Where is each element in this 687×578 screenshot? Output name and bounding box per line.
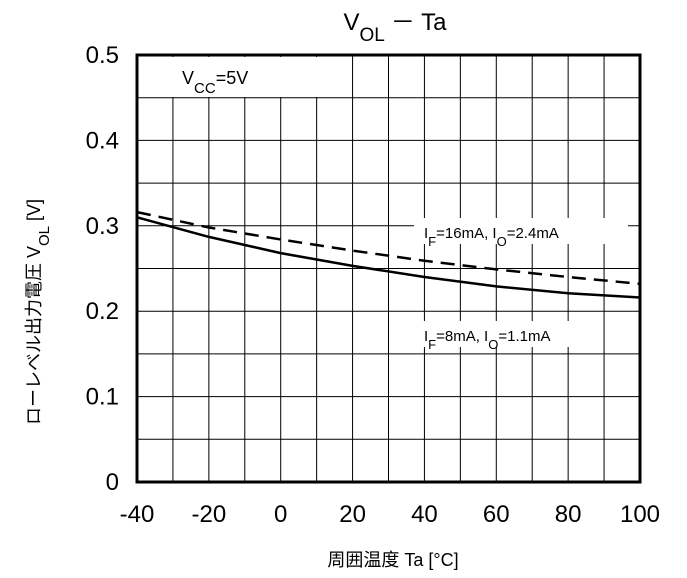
y-tick-labels: 0 0.1 0.2 0.3 0.4 0.5 [86,42,119,496]
y-tick-label: 0.5 [86,42,119,69]
condition-box [139,57,322,97]
x-tick-label: 40 [411,501,438,528]
series-label-2: IF=8mA, IO=1.1mA [424,328,550,352]
x-tick-label: 80 [555,501,582,528]
y-tick-label: 0.4 [86,127,119,154]
x-tick-labels: -40 -20 0 20 40 60 80 100 [120,501,660,528]
plot-border [135,53,642,484]
annotations: VCC=5V IF=16mA, IO=2.4mA IF=8mA, IO=1.1mA [139,57,628,352]
y-tick-label: 0.2 [86,298,119,325]
y-axis-label: ローレベル出力電圧 VOL [V] [24,199,53,425]
x-tick-label: 20 [339,501,366,528]
x-tick-label: 0 [274,501,287,528]
plot-frame [135,53,642,484]
chart-title: VOL － Ta [344,9,448,46]
vcc-condition: VCC=5V [182,68,248,97]
series-label-bg [414,321,602,347]
grid-lines [137,55,640,482]
series-label-bg [414,218,628,244]
y-tick-label: 0 [106,469,119,496]
x-tick-label: 100 [620,501,660,528]
series-line-solid [136,216,641,299]
series-line-dashed [136,210,641,286]
series-lines [136,210,641,299]
x-tick-label: -40 [120,501,155,528]
y-tick-label: 0.1 [86,384,119,411]
x-tick-label: -20 [192,501,227,528]
y-tick-label: 0.3 [86,213,119,240]
x-axis-label: 周囲温度 Ta [°C] [327,550,458,570]
x-tick-label: 60 [483,501,510,528]
series-label-1: IF=16mA, IO=2.4mA [424,225,559,249]
